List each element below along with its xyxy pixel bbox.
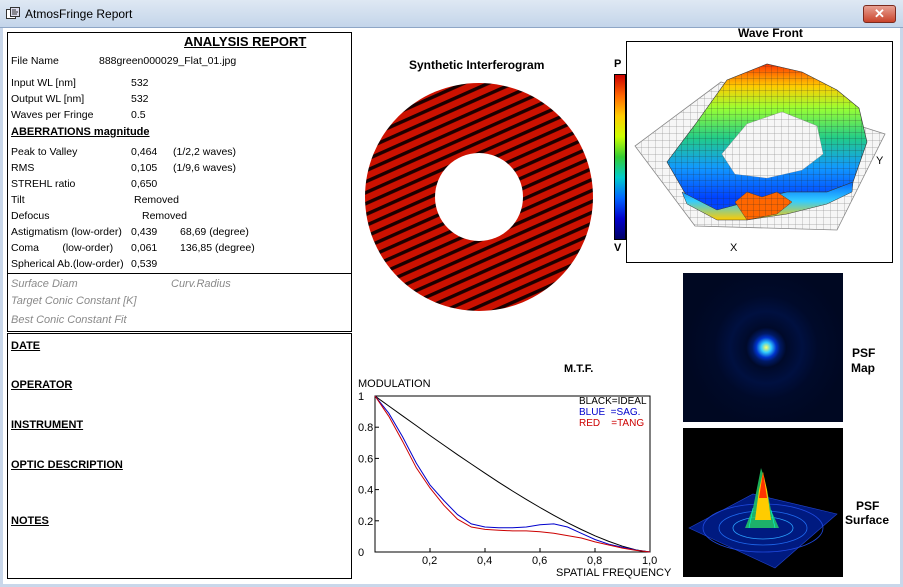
app-icon bbox=[6, 7, 20, 19]
mtf-y-tick-label: 1 bbox=[358, 391, 364, 403]
mtf-chart: MODULATION SPATIAL FREQUENCY 0 0.2 0.4 0.6 0.8… bbox=[358, 378, 672, 579]
defocus-value: Removed bbox=[142, 210, 187, 222]
mtf-x-tick-label: 0,2 bbox=[422, 555, 437, 567]
input-wl-value: 532 bbox=[131, 77, 149, 89]
surface-diam-label: Surface Diam bbox=[11, 278, 78, 290]
wavefront-color-scale bbox=[614, 74, 626, 240]
astigmatism-value: 0,439 bbox=[131, 226, 158, 238]
file-name-label: File Name bbox=[11, 55, 59, 67]
mtf-series-tang bbox=[374, 395, 651, 553]
target-conic-label: Target Conic Constant [K] bbox=[11, 295, 137, 307]
mtf-legend-entry: BLUE =SAG. bbox=[579, 407, 640, 418]
psf-map-label-2: Map bbox=[851, 361, 875, 375]
best-conic-label: Best Conic Constant Fit bbox=[11, 314, 127, 326]
psf-surface-label-2: Surface bbox=[845, 513, 890, 527]
waves-per-fringe-label: Waves per Fringe bbox=[11, 109, 94, 121]
coma-value: 0,061 bbox=[131, 242, 158, 254]
psf-surface-label-1: PSF bbox=[856, 499, 880, 513]
interferogram-title: Synthetic Interferogram bbox=[409, 58, 545, 72]
wavefront-x-label: X bbox=[730, 242, 738, 254]
ptv-value: 0,464 bbox=[131, 146, 158, 158]
psf-map-label-1: PSF bbox=[852, 346, 876, 360]
scale-top-label: P bbox=[614, 58, 622, 70]
mtf-x-tick-label: 0,4 bbox=[477, 555, 492, 567]
mtf-y-tick-label: 0.6 bbox=[358, 453, 373, 465]
mtf-y-tick-label: 0.2 bbox=[358, 516, 373, 528]
curv-radius-label: Curv.Radius bbox=[171, 278, 231, 290]
instrument-label: INSTRUMENT bbox=[11, 419, 84, 431]
strehl-value: 0,650 bbox=[131, 178, 158, 190]
coma-angle: 136,85 (degree) bbox=[180, 242, 255, 254]
astigmatism-label: Astigmatism (low-order) bbox=[11, 226, 122, 238]
operator-label: OPERATOR bbox=[11, 379, 73, 391]
wavefront-surface bbox=[634, 63, 886, 231]
mtf-series-ideal bbox=[374, 395, 651, 553]
mtf-y-tick-label: 0 bbox=[358, 547, 364, 559]
mtf-x-tick-label: 0,6 bbox=[532, 555, 547, 567]
psf-surface bbox=[683, 428, 843, 577]
date-label: DATE bbox=[11, 340, 41, 352]
close-button[interactable]: ✕ bbox=[863, 5, 896, 23]
mtf-y-tick-label: 0.8 bbox=[358, 422, 373, 434]
input-wl-label: Input WL [nm] bbox=[11, 77, 76, 89]
output-wl-value: 532 bbox=[131, 93, 149, 105]
analysis-report-panel bbox=[7, 32, 352, 332]
window-title: AtmosFringe Report bbox=[25, 7, 133, 21]
mtf-xlabel: SPATIAL FREQUENCY bbox=[556, 567, 672, 579]
spherical-label: Spherical Ab.(low-order) bbox=[11, 258, 124, 270]
mtf-series-sag bbox=[374, 395, 651, 553]
wavefront-y-label: Y bbox=[876, 155, 884, 167]
wavefront-title: Wave Front bbox=[738, 26, 803, 40]
scale-bottom-label: V bbox=[614, 242, 622, 254]
report-heading: ANALYSIS REPORT bbox=[184, 34, 307, 49]
rms-value: 0,105 bbox=[131, 162, 158, 174]
separator-line bbox=[7, 273, 352, 274]
spherical-value: 0,539 bbox=[131, 258, 158, 270]
mtf-legend-entry: RED =TANG bbox=[579, 418, 644, 429]
notes-panel bbox=[7, 333, 352, 579]
mtf-title: M.T.F. bbox=[564, 363, 594, 375]
aberrations-heading: ABERRATIONS magnitude bbox=[11, 126, 150, 138]
defocus-label: Defocus bbox=[11, 210, 50, 222]
mtf-x-tick-label: 0,8 bbox=[587, 555, 602, 567]
tilt-label: Tilt bbox=[11, 194, 25, 206]
file-name-value: 888green000029_Flat_01.jpg bbox=[99, 55, 237, 67]
tilt-value: Removed bbox=[134, 194, 179, 206]
wavefront-plot bbox=[626, 41, 893, 263]
rms-label: RMS bbox=[11, 162, 35, 174]
output-wl-label: Output WL [nm] bbox=[11, 93, 85, 105]
waves-per-fringe-value: 0.5 bbox=[131, 109, 146, 121]
ptv-waves: (1/2,2 waves) bbox=[173, 146, 237, 158]
strehl-label: STREHL ratio bbox=[11, 178, 76, 190]
astigmatism-angle: 68,69 (degree) bbox=[180, 226, 249, 238]
rms-waves: (1/9,6 waves) bbox=[173, 162, 237, 174]
coma-label: Coma (low-order) bbox=[11, 242, 114, 254]
mtf-ylabel: MODULATION bbox=[358, 378, 431, 390]
mtf-y-tick-label: 0.4 bbox=[358, 485, 373, 497]
psf-map bbox=[683, 273, 843, 422]
notes-label: NOTES bbox=[11, 515, 49, 527]
ptv-label: Peak to Valley bbox=[11, 146, 78, 158]
synthetic-interferogram bbox=[362, 83, 602, 313]
mtf-legend-entry: BLACK=IDEAL bbox=[579, 396, 647, 407]
optic-description-label: OPTIC DESCRIPTION bbox=[11, 459, 123, 471]
title-bar[interactable]: AtmosFringe Report ✕ bbox=[0, 0, 903, 28]
mtf-x-tick-label: 1,0 bbox=[642, 555, 657, 567]
